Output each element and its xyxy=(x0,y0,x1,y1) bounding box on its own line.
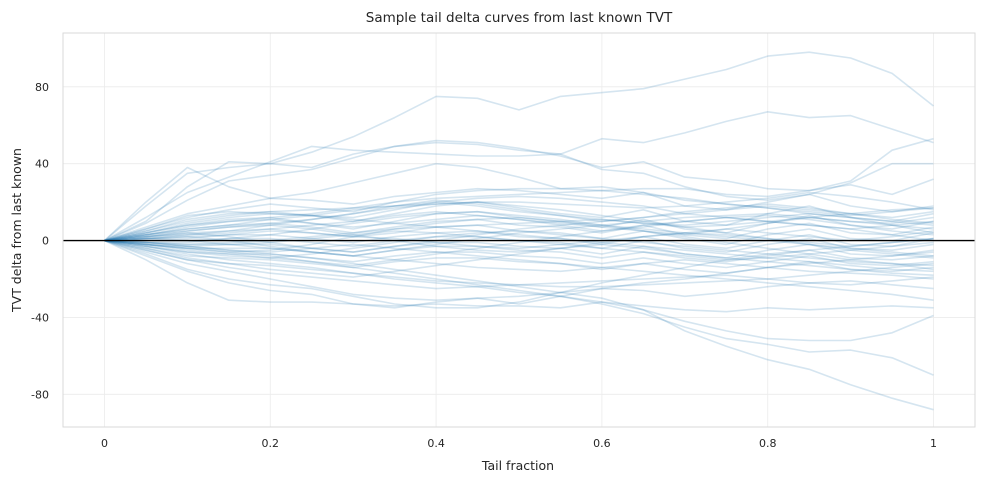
chart-title: Sample tail delta curves from last known… xyxy=(366,10,673,26)
series-line-14 xyxy=(104,239,934,263)
series-line-2 xyxy=(104,111,934,242)
series-line-13 xyxy=(104,239,934,259)
x-axis-label: Tail fraction xyxy=(481,458,554,473)
series-line-17 xyxy=(104,186,934,242)
series-line-5 xyxy=(103,162,934,242)
y-tick-label: 0 xyxy=(42,235,49,248)
series-line-28 xyxy=(104,228,934,278)
series-line-29 xyxy=(104,239,934,301)
series-line-3 xyxy=(104,137,934,242)
series-line-21 xyxy=(104,216,934,257)
series-line-4 xyxy=(104,141,934,242)
x-tick-labels: 0 0.2 0.4 0.6 0.8 1 xyxy=(101,437,937,450)
series-line-24 xyxy=(104,210,934,271)
x-tick-label: 1 xyxy=(930,437,937,450)
y-tick-label: 80 xyxy=(35,81,49,94)
x-tick-label: 0.8 xyxy=(759,437,777,450)
series-line-35 xyxy=(104,239,934,376)
series-line-9 xyxy=(104,218,934,242)
series-line-18 xyxy=(104,195,934,242)
x-tick-label: 0.2 xyxy=(262,437,280,450)
series-line-23 xyxy=(104,201,934,259)
series-line-43 xyxy=(104,214,934,242)
x-tick-label: 0 xyxy=(101,437,108,450)
series-line-34 xyxy=(104,239,934,342)
y-axis-label: TVT delta from last known xyxy=(9,148,24,313)
series-line-45 xyxy=(104,210,934,273)
series-line-48 xyxy=(104,237,934,280)
series-line-7 xyxy=(104,201,934,242)
series-line-10 xyxy=(104,224,934,246)
series-line-26 xyxy=(104,212,934,257)
series-line-27 xyxy=(104,216,934,267)
series-line-44 xyxy=(104,239,934,288)
y-tick-label: 40 xyxy=(35,158,49,171)
y-tick-label: -80 xyxy=(31,388,49,401)
series-line-25 xyxy=(104,205,934,253)
series-line-20 xyxy=(104,210,934,242)
y-tick-labels: -80 -40 0 40 80 xyxy=(31,81,49,402)
series-line-19 xyxy=(104,199,934,242)
series-line-33 xyxy=(104,237,934,309)
series-line-22 xyxy=(104,230,934,267)
series-layer xyxy=(103,51,934,411)
series-line-31 xyxy=(104,239,934,290)
series-line-38 xyxy=(104,191,934,242)
x-tick-label: 0.4 xyxy=(427,437,445,450)
series-line-16 xyxy=(104,239,934,274)
x-tick-label: 0.6 xyxy=(593,437,611,450)
series-line-37 xyxy=(104,189,934,242)
series-line-11 xyxy=(104,230,934,250)
series-line-42 xyxy=(104,239,934,301)
series-line-6 xyxy=(104,187,934,242)
series-line-39 xyxy=(104,207,934,246)
series-line-8 xyxy=(104,210,934,242)
y-tick-label: -40 xyxy=(31,311,49,324)
series-line-30 xyxy=(104,239,934,309)
plot-frame xyxy=(62,32,976,428)
series-line-1 xyxy=(103,51,934,242)
series-line-46 xyxy=(104,201,934,242)
series-line-36 xyxy=(104,239,934,411)
series-line-15 xyxy=(104,239,934,269)
series-line-41 xyxy=(104,224,934,276)
series-line-32 xyxy=(104,239,934,313)
